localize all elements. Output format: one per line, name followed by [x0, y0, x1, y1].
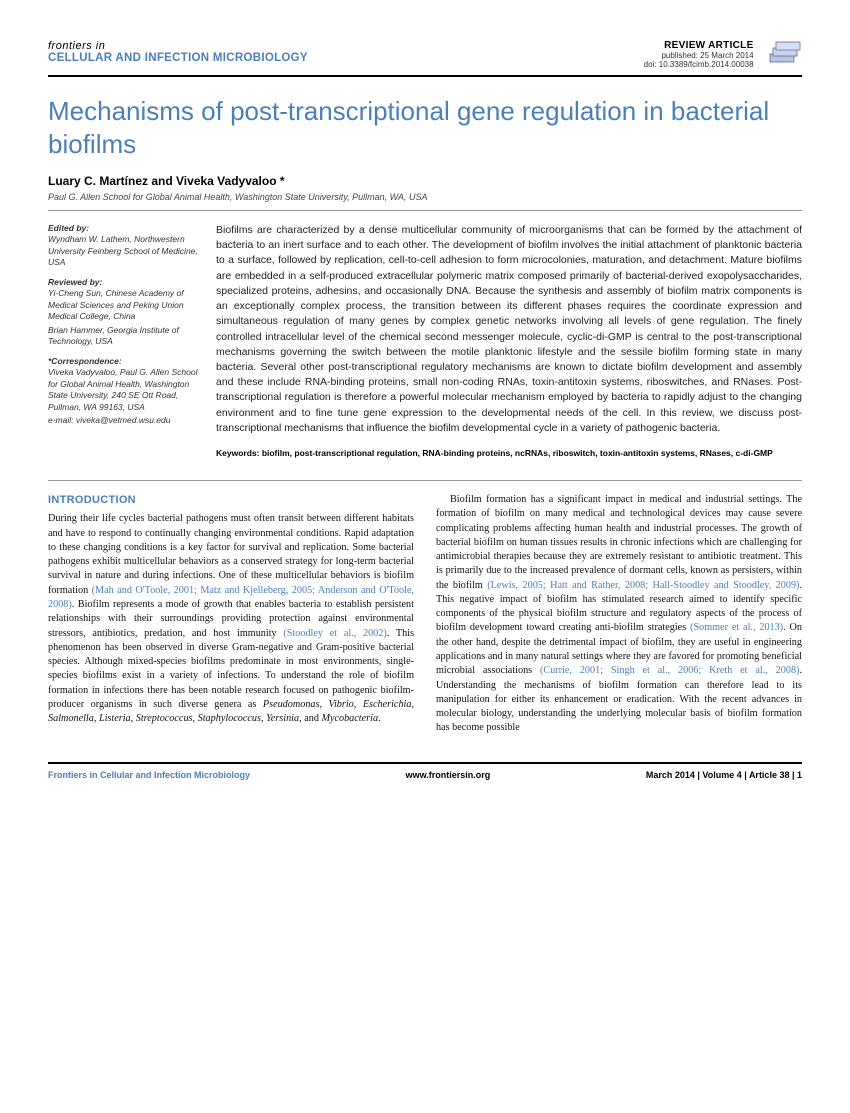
- editorial-sidebar: Edited by: Wyndham W. Lathem, Northweste…: [48, 223, 198, 460]
- article-title: Mechanisms of post-transcriptional gene …: [48, 95, 802, 160]
- abstract-text: Biofilms are characterized by a dense mu…: [216, 223, 802, 436]
- correspondence-address: Viveka Vadyvaloo, Paul G. Allen School f…: [48, 367, 198, 413]
- abstract-main: Biofilms are characterized by a dense mu…: [216, 223, 802, 460]
- header-meta: REVIEW ARTICLE published: 25 March 2014 …: [644, 40, 802, 71]
- reviewer-name: Yi-Cheng Sun, Chinese Academy of Medical…: [48, 288, 198, 322]
- footer-pagination: March 2014 | Volume 4 | Article 38 | 1: [646, 770, 802, 780]
- abstract-region: Edited by: Wyndham W. Lathem, Northweste…: [48, 223, 802, 460]
- body-paragraph: Biofilm formation has a significant impa…: [436, 493, 802, 736]
- editor-name: Wyndham W. Lathem, Northwestern Universi…: [48, 234, 198, 268]
- affiliation: Paul G. Allen School for Global Animal H…: [48, 192, 802, 211]
- body-paragraph: During their life cycles bacterial patho…: [48, 512, 414, 726]
- footer-journal: Frontiers in Cellular and Infection Micr…: [48, 770, 250, 780]
- body-text: INTRODUCTION During their life cycles ba…: [48, 480, 802, 736]
- journal-brand: frontiers in CELLULAR AND INFECTION MICR…: [48, 40, 308, 64]
- journal-prefix: frontiers in: [48, 40, 308, 52]
- footer-url: www.frontiersin.org: [406, 770, 491, 780]
- published-date: published: 25 March 2014: [644, 51, 754, 60]
- journal-name: CELLULAR AND INFECTION MICROBIOLOGY: [48, 52, 308, 64]
- correspondence-heading: *Correspondence:: [48, 356, 198, 367]
- page-footer: Frontiers in Cellular and Infection Micr…: [48, 762, 802, 780]
- correspondence-email: e-mail: viveka@vetmed.wsu.edu: [48, 415, 198, 426]
- authors: Luary C. Martínez and Viveka Vadyvaloo *: [48, 174, 802, 188]
- keywords: Keywords: biofilm, post-transcriptional …: [216, 448, 802, 460]
- edited-by-heading: Edited by:: [48, 223, 198, 234]
- article-type: REVIEW ARTICLE: [644, 40, 754, 51]
- page-header: frontiers in CELLULAR AND INFECTION MICR…: [48, 40, 802, 77]
- frontiers-logo-icon: [766, 40, 802, 71]
- reviewer-name: Brian Hammer, Georgia Institute of Techn…: [48, 325, 198, 348]
- section-heading: INTRODUCTION: [48, 493, 414, 508]
- reviewed-by-heading: Reviewed by:: [48, 277, 198, 288]
- doi: doi: 10.3389/fcimb.2014.00038: [644, 60, 754, 69]
